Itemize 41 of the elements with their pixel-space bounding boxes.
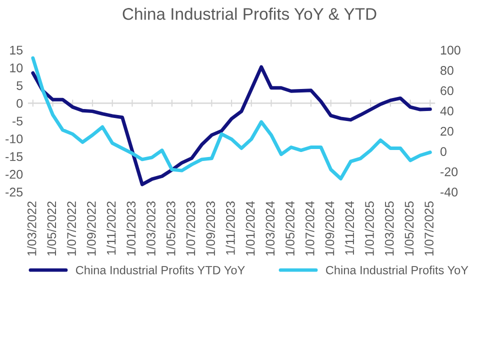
x-tick-label: 1/07/2022: [66, 202, 76, 256]
x-tick-label: 1/07/2025: [424, 201, 434, 256]
x-tick-label: 1/09/2023: [206, 201, 216, 256]
x-tick-label: 1/07/2023: [186, 201, 196, 256]
x-tick-label: 1/07/2024: [305, 201, 314, 256]
x-tick-label: 1/05/2023: [166, 201, 176, 256]
chart-title: China Industrial Profits YoY & YTD: [122, 8, 376, 20]
y2-tick-label: 60: [440, 86, 454, 96]
y-tick-label: 10: [10, 63, 23, 72]
y-tick-label: 0: [16, 98, 23, 108]
y2-tick-label: 20: [440, 126, 454, 136]
y-tick-label: -5: [12, 116, 23, 126]
legend-label: China Industrial Profits YoY: [326, 266, 468, 274]
x-tick-label: 1/05/2025: [404, 201, 414, 256]
y2-tick-label: 80: [440, 66, 454, 75]
x-tick-label: 1/03/2024: [265, 201, 275, 256]
y2-tick-label: 0: [440, 147, 446, 156]
legend-label: China Industrial Profits YTD YoY: [76, 266, 245, 274]
x-tick-label: 1/09/2022: [86, 202, 96, 256]
x-tick-label: 1/01/2023: [126, 201, 136, 256]
y-tick-label: -20: [6, 170, 23, 179]
x-tick-label: 1/03/2022: [27, 202, 36, 256]
y2-tick-label: -40: [440, 188, 458, 197]
y2-tick-label: 100: [440, 46, 460, 55]
x-tick-label: 1/11/2023: [226, 201, 235, 255]
x-tick-label: 1/11/2024: [344, 201, 354, 255]
y-tick-label: -10: [6, 134, 23, 144]
y-tick-label: 5: [16, 81, 23, 90]
x-tick-label: 1/05/2024: [285, 201, 294, 256]
x-tick-label: 1/03/2023: [146, 201, 156, 256]
x-tick-label: 1/03/2025: [384, 201, 394, 256]
x-tick-label: 1/05/2022: [46, 202, 56, 256]
y-tick-label: -15: [6, 152, 23, 162]
x-tick-label: 1/01/2025: [364, 201, 374, 256]
y-tick-label: -25: [6, 188, 23, 197]
y2-tick-label: -20: [440, 167, 458, 176]
y2-tick-label: 40: [440, 106, 454, 116]
x-tick-label: 1/01/2024: [246, 201, 255, 256]
y-tick-label: 15: [10, 46, 23, 55]
x-tick-label: 1/11/2022: [106, 202, 116, 255]
x-tick-label: 1/09/2024: [325, 201, 334, 256]
